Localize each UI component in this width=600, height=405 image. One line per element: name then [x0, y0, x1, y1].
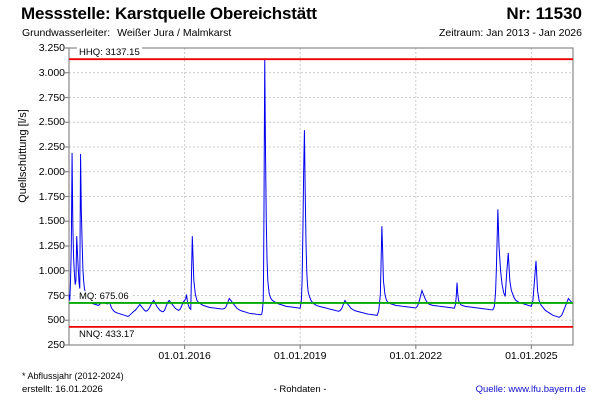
y-tick-label: 750 [47, 289, 65, 302]
source-link[interactable]: Quelle: www.lfu.bayern.de [475, 384, 586, 395]
y-tick-label: 3.250 [38, 42, 65, 54]
x-tick-label: 01.01.2016 [158, 350, 211, 362]
y-tick-label: 3.000 [38, 66, 65, 79]
x-tick-label: 01.01.2025 [505, 350, 558, 362]
y-tick-label: 2.250 [38, 141, 65, 153]
x-tick-label: 01.01.2022 [389, 350, 443, 362]
reference-line-label-hhq: HHQ: 3137.15 [77, 47, 142, 59]
y-tick-label: 1.500 [38, 215, 65, 228]
y-tick-label: 2.500 [38, 116, 65, 129]
footnote: * Abflussjahr (2012-2024) [22, 371, 124, 381]
station-number: Nr: 11530 [506, 4, 582, 23]
y-tick-label: 2.750 [38, 91, 65, 104]
created-date: erstellt: 16.01.2026 [22, 384, 103, 395]
y-tick-label: 1.750 [38, 190, 65, 203]
y-tick-label: 500 [47, 314, 65, 327]
x-tick-label: 01.01.2019 [273, 350, 327, 362]
y-tick-label: 2.000 [38, 165, 65, 178]
reference-line-label-mq: MQ: 675.06 [77, 290, 131, 302]
y-tick-label: 1.250 [38, 240, 65, 252]
time-period: Zeitraum: Jan 2013 - Jan 2026 [438, 27, 582, 39]
page-title: Messstelle: Karstquelle Obereichstätt [21, 4, 317, 23]
data-kind-label: - Rohdaten - [273, 384, 327, 395]
aquifer-label: Grundwasserleiter: [22, 27, 111, 39]
y-tick-label: 250 [47, 339, 65, 351]
aquifer-info: Grundwasserleiter: Weißer Jura / Malmkars… [22, 27, 231, 39]
aquifer-value: Weißer Jura / Malmkarst [117, 27, 232, 39]
y-tick-label: 1.000 [38, 264, 65, 277]
y-axis-ticks: 250 500 750 1.000 1.250 1.500 1.750 2.000 2.250 2… [20, 0, 65, 400]
reference-line-label-nnq: NNQ: 433.17 [77, 328, 137, 340]
